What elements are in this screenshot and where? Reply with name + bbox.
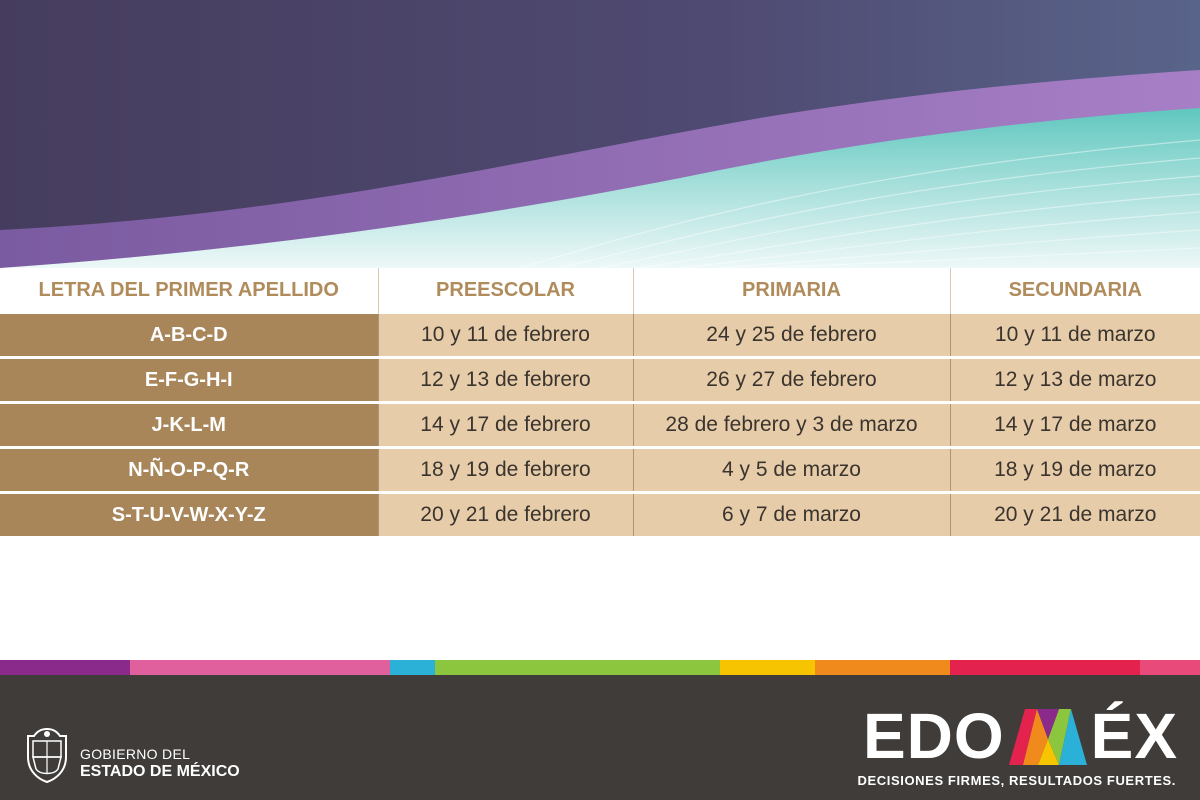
primaria-cell: 6 y 7 de marzo xyxy=(632,491,950,536)
primaria-cell: 4 y 5 de marzo xyxy=(632,446,950,493)
strip-segment xyxy=(815,660,950,675)
footer: GOBIERNO DEL ESTADO DE MÉXICO EDO ÉX DEC… xyxy=(0,675,1200,800)
letters-cell: E-F-G-H-I xyxy=(0,356,378,403)
table-header-row: LETRA DEL PRIMER APELLIDO PREESCOLAR PRI… xyxy=(0,268,1200,314)
tagline: DECISIONES FIRMES, RESULTADOS FUERTES. xyxy=(857,773,1176,788)
secundaria-cell: 12 y 13 de marzo xyxy=(949,356,1200,403)
table-row: E-F-G-H-I 12 y 13 de febrero 26 y 27 de … xyxy=(0,356,1200,403)
table-row: N-Ñ-O-P-Q-R 18 y 19 de febrero 4 y 5 de … xyxy=(0,446,1200,493)
strip-segment xyxy=(130,660,390,675)
strip-segment xyxy=(950,660,1140,675)
preescolar-cell: 14 y 17 de febrero xyxy=(377,401,633,448)
primaria-cell: 28 de febrero y 3 de marzo xyxy=(632,401,950,448)
preescolar-cell: 10 y 11 de febrero xyxy=(377,313,633,358)
secundaria-cell: 14 y 17 de marzo xyxy=(949,401,1200,448)
letters-cell: A-B-C-D xyxy=(0,313,378,358)
primaria-cell: 24 y 25 de febrero xyxy=(632,313,950,358)
table-row: J-K-L-M 14 y 17 de febrero 28 de febrero… xyxy=(0,401,1200,448)
secundaria-cell: 18 y 19 de marzo xyxy=(949,446,1200,493)
colorful-m-icon xyxy=(1008,709,1087,765)
brand-edo: EDO xyxy=(862,700,1005,772)
header-letra: LETRA DEL PRIMER APELLIDO xyxy=(0,268,378,314)
header-secundaria: SECUNDARIA xyxy=(949,268,1200,314)
strip-segment xyxy=(0,660,130,675)
letters-cell: S-T-U-V-W-X-Y-Z xyxy=(0,491,378,536)
header-banner xyxy=(0,0,1200,268)
gov-text-line2: ESTADO DE MÉXICO xyxy=(80,763,240,780)
wave-graphic xyxy=(0,0,1200,268)
gobierno-logo: GOBIERNO DEL ESTADO DE MÉXICO xyxy=(22,727,262,785)
table-row: A-B-C-D 10 y 11 de febrero 24 y 25 de fe… xyxy=(0,313,1200,358)
secundaria-cell: 20 y 21 de marzo xyxy=(949,491,1200,536)
header-primaria: PRIMARIA xyxy=(632,268,950,314)
letters-cell: J-K-L-M xyxy=(0,401,378,448)
strip-segment xyxy=(720,660,815,675)
primaria-cell: 26 y 27 de febrero xyxy=(632,356,950,403)
preescolar-cell: 18 y 19 de febrero xyxy=(377,446,633,493)
brand-ex: ÉX xyxy=(1090,700,1178,772)
preescolar-cell: 12 y 13 de febrero xyxy=(377,356,633,403)
strip-segment xyxy=(390,660,435,675)
strip-segment xyxy=(435,660,720,675)
color-strip xyxy=(0,660,1200,675)
edomex-logo: EDO ÉX DECISIONES FIRMES, RESULTADOS FUE… xyxy=(826,703,1178,793)
schedule-table: LETRA DEL PRIMER APELLIDO PREESCOLAR PRI… xyxy=(0,268,1200,536)
secundaria-cell: 10 y 11 de marzo xyxy=(949,313,1200,358)
preescolar-cell: 20 y 21 de febrero xyxy=(377,491,633,536)
letters-cell: N-Ñ-O-P-Q-R xyxy=(0,446,378,493)
coat-of-arms-icon xyxy=(27,727,67,783)
header-preescolar: PREESCOLAR xyxy=(377,268,633,314)
strip-segment xyxy=(1140,660,1200,675)
table-row: S-T-U-V-W-X-Y-Z 20 y 21 de febrero 6 y 7… xyxy=(0,491,1200,536)
gov-text-line1: GOBIERNO DEL xyxy=(80,746,191,762)
